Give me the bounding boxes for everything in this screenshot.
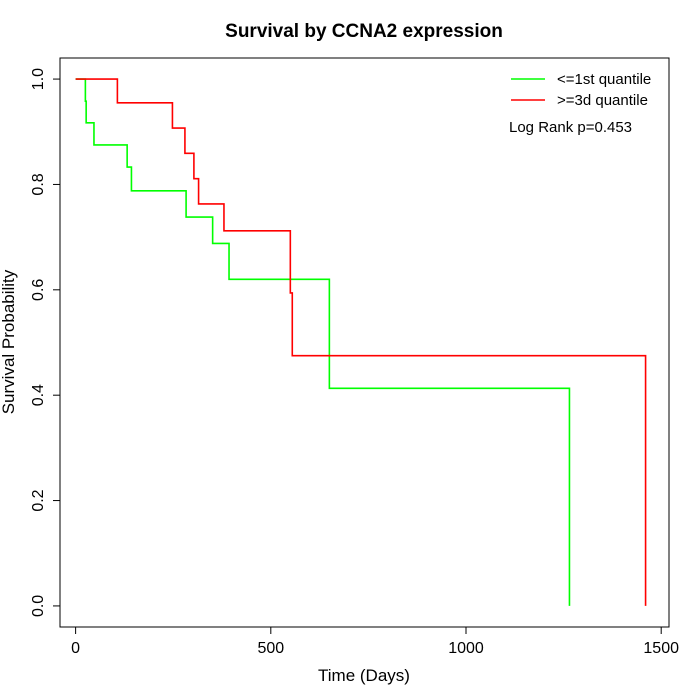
x-axis: 0 500 1000 1500	[71, 626, 679, 657]
y-axis-label: Survival Probability	[0, 269, 18, 414]
x-tick-label: 500	[257, 640, 284, 657]
legend-label-low: <=1st quantile	[557, 71, 651, 88]
log-rank-annotation: Log Rank p=0.453	[509, 119, 632, 136]
x-axis-label: Time (Days)	[318, 666, 410, 685]
series-low-expression	[75, 78, 571, 606]
x-tick-label: 1500	[643, 640, 679, 657]
x-tick-label: 0	[71, 640, 80, 657]
y-tick-label: 0.0	[30, 595, 47, 617]
series-high-expression	[75, 78, 647, 606]
chart-title: Survival by CCNA2 expression	[225, 21, 503, 42]
x-tick-label: 1000	[448, 640, 484, 657]
legend-label-high: >=3d quantile	[557, 92, 648, 109]
y-tick-label: 0.6	[30, 279, 47, 301]
legend: <=1st quantile >=3d quantile	[511, 71, 651, 109]
y-tick-label: 1.0	[30, 68, 47, 90]
plot-frame	[59, 57, 670, 628]
y-tick-label: 0.8	[30, 173, 47, 195]
y-tick-label: 0.2	[30, 489, 47, 511]
y-tick-label: 0.4	[30, 384, 47, 406]
y-axis: 0.0 0.2 0.4 0.6 0.8 1.0	[30, 68, 61, 617]
series-layer	[75, 78, 647, 606]
